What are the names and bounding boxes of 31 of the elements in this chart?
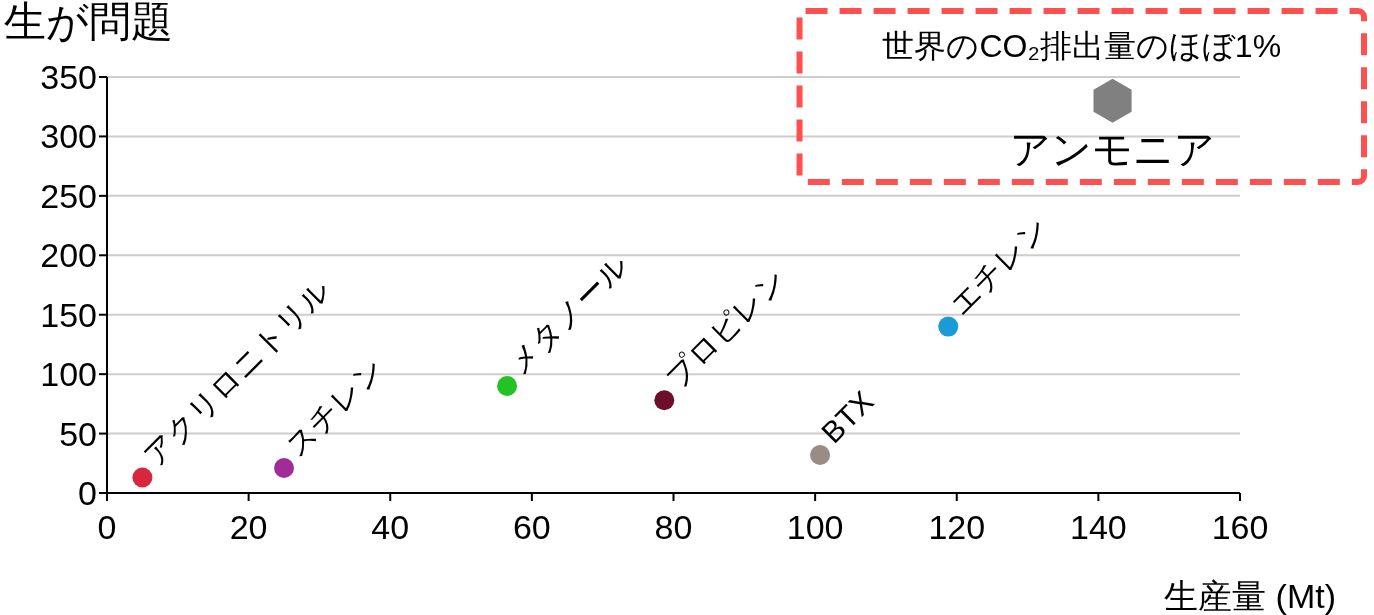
y-tick-label: 0: [78, 474, 97, 512]
x-tick-label: 120: [928, 508, 986, 546]
x-tick-label: 20: [229, 508, 268, 546]
x-tick-label: 100: [786, 508, 844, 546]
y-tick-label: 150: [40, 295, 97, 334]
point: [1093, 78, 1132, 123]
chart-title: 生が問題: [4, 0, 173, 45]
x-tick-label: 80: [654, 508, 693, 546]
y-tick-label: 250: [40, 176, 97, 215]
point: [810, 444, 831, 465]
point: [938, 316, 959, 337]
point: [132, 467, 153, 488]
point: [654, 390, 675, 411]
text: プロピレン: [659, 261, 793, 395]
y-tick-label: 350: [40, 58, 97, 96]
y-tick-label: 300: [40, 117, 97, 156]
x-tick-label: 140: [1070, 508, 1127, 546]
text: スチレン: [278, 351, 390, 463]
x-tick-label: 40: [371, 508, 410, 546]
x-tick-label: 60: [512, 508, 551, 546]
y-tick-label: 50: [59, 414, 97, 453]
text: エチレン: [943, 209, 1055, 321]
text: メタノール: [502, 248, 635, 381]
x-tick-label: 160: [1211, 508, 1269, 546]
series-label: アンモニア: [1010, 126, 1216, 171]
x-axis-title: 生産量 (Mt): [1164, 577, 1336, 615]
annotation: 世界のCO₂排出量のほぼ1%: [882, 27, 1282, 64]
point: [497, 376, 518, 397]
y-tick-label: 100: [40, 355, 97, 394]
point: [274, 458, 295, 479]
y-tick-label: 200: [40, 236, 97, 275]
